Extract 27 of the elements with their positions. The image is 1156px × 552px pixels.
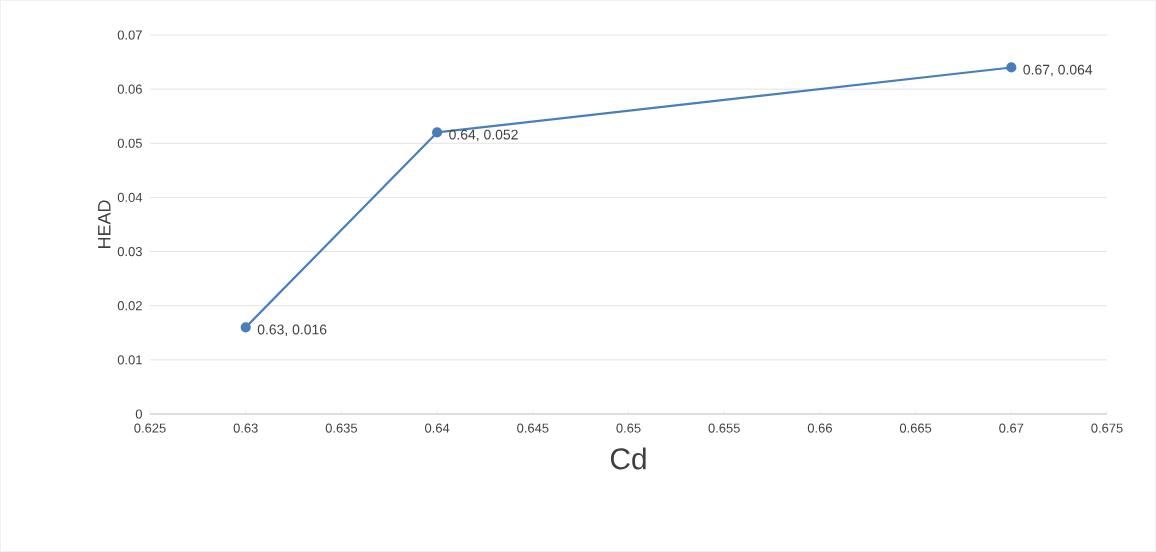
y-tick-label: 0.07 xyxy=(117,30,142,40)
x-tick-label: 0.635 xyxy=(325,423,358,433)
x-tick-label: 0.675 xyxy=(1091,423,1123,433)
y-tick-label: 0.05 xyxy=(117,138,142,148)
y-tick-label: 0.02 xyxy=(117,301,142,311)
y-axis-title: HEAD xyxy=(98,200,111,248)
y-tick-label: 0.06 xyxy=(117,84,142,94)
x-axis-title: Cd xyxy=(610,447,646,470)
point xyxy=(432,127,443,138)
x-tick-label: 0.66 xyxy=(807,423,832,433)
y-tick-label: 0.03 xyxy=(117,246,142,257)
x-tick-label: 0.655 xyxy=(708,423,740,433)
y-tick-label: 0 xyxy=(135,409,142,419)
x-tick-label: 0.645 xyxy=(517,423,549,433)
data-label: 0.63, 0.016 xyxy=(257,324,327,337)
point xyxy=(240,322,251,333)
y-tick-label: 0.01 xyxy=(117,355,142,365)
point xyxy=(1006,62,1017,73)
data-label: 0.67, 0.064 xyxy=(1023,64,1093,77)
x-tick-label: 0.665 xyxy=(899,423,932,433)
x-tick-label: 0.67 xyxy=(999,423,1024,433)
x-tick-label: 0.65 xyxy=(616,423,641,433)
x-tick-label: 0.64 xyxy=(425,423,450,433)
x-tick-label: 0.625 xyxy=(134,423,166,433)
y-tick-label: 0.04 xyxy=(117,192,143,202)
data-label: 0.64, 0.052 xyxy=(449,129,518,142)
x-tick-label: 0.63 xyxy=(233,423,258,433)
